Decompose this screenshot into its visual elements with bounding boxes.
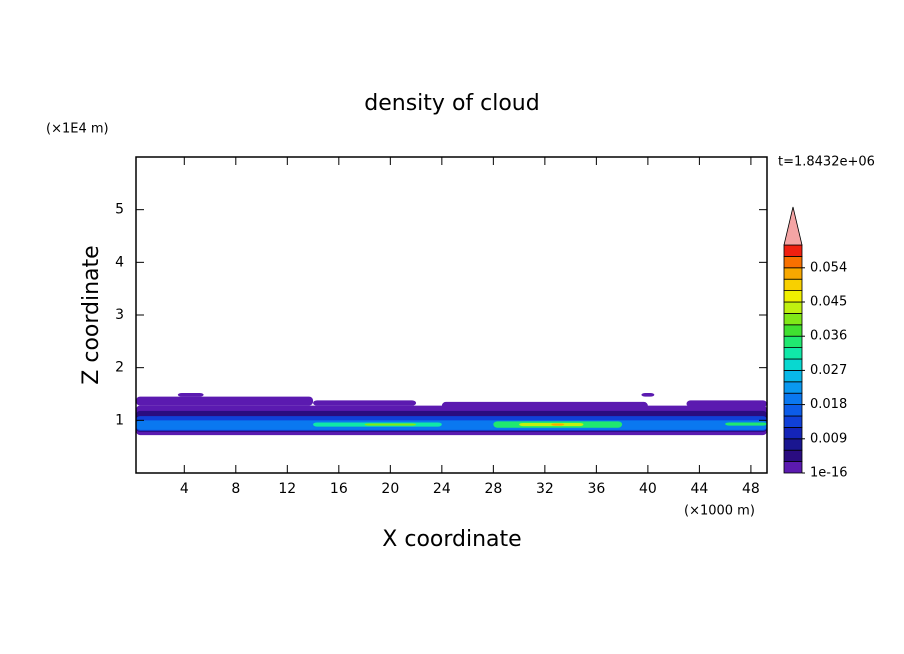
y-tick-label: 1	[115, 412, 124, 428]
contour-region	[364, 423, 417, 426]
x-tick-label: 48	[742, 481, 760, 497]
y-tick-label: 4	[115, 254, 124, 270]
colorbar-bin	[783, 404, 803, 417]
x-tick-label: 28	[484, 481, 502, 497]
x-tick-label: 16	[330, 481, 348, 497]
contour-region	[686, 400, 767, 408]
colorbar-bin	[783, 255, 803, 269]
colorbar-bin	[783, 461, 803, 474]
colorbar-bin	[783, 312, 803, 326]
chart-title: density of cloud	[364, 91, 539, 116]
colorbar-tick-label: 0.009	[810, 431, 847, 446]
time-annotation: t=1.8432e+06	[778, 155, 875, 170]
x-tick-label: 4	[180, 481, 189, 497]
contour-region	[177, 392, 204, 397]
y-unit: (×1E4 m)	[46, 122, 109, 137]
colorbar-bin	[783, 347, 803, 360]
x-axis-label: X coordinate	[382, 527, 521, 552]
x-tick-label: 36	[587, 481, 605, 497]
colorbar-bin	[783, 278, 803, 292]
colorbar-bin	[783, 290, 803, 303]
contour-region	[551, 423, 565, 426]
colorbar-bin	[783, 369, 803, 383]
colorbar-tick-label: 1e-16	[810, 466, 848, 481]
contour-region	[725, 422, 767, 426]
contour-region	[136, 396, 314, 406]
contour-region	[313, 400, 417, 406]
x-tick-label: 24	[433, 481, 451, 497]
colorbar-bin	[783, 392, 803, 406]
colorbar-bin	[783, 324, 803, 337]
colorbar-tick-label: 0.045	[810, 295, 847, 310]
contour-region	[136, 420, 767, 430]
colorbar-bin	[783, 335, 803, 349]
contour-region	[641, 392, 655, 397]
colorbar-tick-label: 0.018	[810, 397, 847, 412]
x-tick-label: 32	[536, 481, 554, 497]
colorbar-bin	[783, 438, 803, 451]
colorbar-extend	[783, 206, 803, 246]
colorbar-bin	[783, 381, 803, 394]
colorbar-tick-label: 0.036	[810, 329, 847, 344]
x-tick-label: 40	[639, 481, 657, 497]
colorbar-bin	[783, 449, 803, 463]
contour-region	[441, 401, 648, 413]
colorbar-tick-label: 0.054	[810, 260, 847, 275]
y-tick-label: 3	[115, 307, 124, 323]
colorbar-bin	[783, 415, 803, 428]
x-unit: (×1000 m)	[684, 504, 755, 519]
colorbar-bin	[783, 267, 803, 280]
x-tick-label: 44	[690, 481, 708, 497]
colorbar-bin	[783, 426, 803, 440]
y-axis-label: Z coordinate	[79, 245, 104, 384]
colorbar-bin	[783, 358, 803, 371]
x-tick-label: 12	[278, 481, 296, 497]
x-tick-label: 20	[381, 481, 399, 497]
x-tick-label: 8	[231, 481, 240, 497]
colorbar-tick-label: 0.027	[810, 363, 847, 378]
y-tick-label: 2	[115, 360, 124, 376]
y-tick-label: 5	[115, 202, 124, 218]
colorbar-bin	[783, 244, 803, 257]
colorbar-bin	[783, 301, 803, 314]
